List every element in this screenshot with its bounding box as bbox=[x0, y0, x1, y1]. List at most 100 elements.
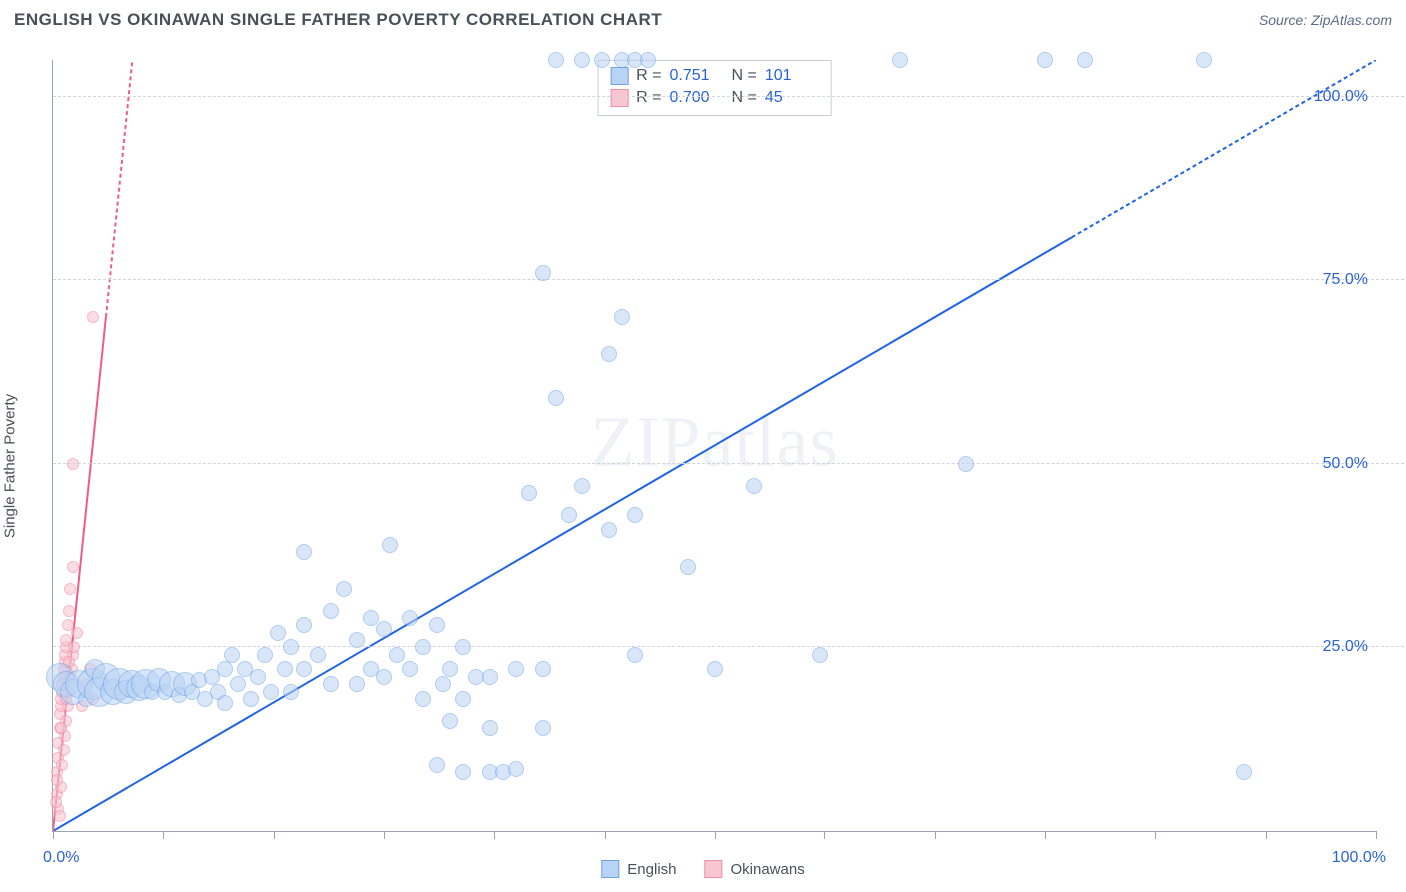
data-point bbox=[54, 810, 66, 822]
stats-row: R = 0.751 N = 101 bbox=[610, 65, 819, 87]
data-point bbox=[296, 544, 312, 560]
ytick-label: 50.0% bbox=[1323, 455, 1368, 473]
data-point bbox=[1196, 52, 1212, 68]
data-point bbox=[263, 684, 279, 700]
data-point bbox=[64, 583, 76, 595]
x-lo-label: 0.0% bbox=[43, 849, 79, 867]
data-point bbox=[270, 625, 286, 641]
gridline-h bbox=[53, 279, 1404, 280]
data-point bbox=[296, 661, 312, 677]
data-point bbox=[574, 52, 590, 68]
data-point bbox=[574, 478, 590, 494]
data-point bbox=[429, 757, 445, 773]
data-point bbox=[230, 676, 246, 692]
data-point bbox=[50, 796, 62, 808]
data-point bbox=[455, 764, 471, 780]
data-point bbox=[601, 522, 617, 538]
data-point bbox=[336, 581, 352, 597]
data-point bbox=[58, 744, 70, 756]
legend-item: Okinawans bbox=[705, 860, 805, 878]
data-point bbox=[521, 485, 537, 501]
data-point bbox=[349, 632, 365, 648]
correlation-stats-box: R = 0.751 N = 101R = 0.700 N = 45 bbox=[597, 60, 832, 116]
data-point bbox=[323, 676, 339, 692]
data-point bbox=[56, 759, 68, 771]
data-point bbox=[627, 647, 643, 663]
data-point bbox=[402, 610, 418, 626]
data-point bbox=[68, 641, 80, 653]
data-point bbox=[627, 507, 643, 523]
xtick bbox=[384, 831, 385, 839]
data-point bbox=[277, 661, 293, 677]
watermark: ZIPatlas bbox=[591, 400, 839, 483]
data-point bbox=[1037, 52, 1053, 68]
data-point bbox=[812, 647, 828, 663]
data-point bbox=[323, 603, 339, 619]
data-point bbox=[958, 456, 974, 472]
data-point bbox=[376, 621, 392, 637]
data-point bbox=[51, 774, 63, 786]
data-point bbox=[508, 761, 524, 777]
xtick bbox=[494, 831, 495, 839]
data-point bbox=[640, 52, 656, 68]
x-hi-label: 100.0% bbox=[1332, 849, 1386, 867]
xtick bbox=[824, 831, 825, 839]
data-point bbox=[1236, 764, 1252, 780]
data-point bbox=[243, 691, 259, 707]
data-point bbox=[535, 720, 551, 736]
data-point bbox=[87, 311, 99, 323]
data-point bbox=[389, 647, 405, 663]
ytick-label: 75.0% bbox=[1323, 271, 1368, 289]
stats-n-value: 101 bbox=[765, 67, 819, 85]
legend-label: Okinawans bbox=[731, 861, 805, 878]
xtick bbox=[1155, 831, 1156, 839]
plot-area: ZIPatlas R = 0.751 N = 101R = 0.700 N = … bbox=[52, 60, 1376, 832]
trend-lines bbox=[53, 60, 1376, 831]
stats-r-label: R = bbox=[636, 67, 661, 85]
data-point bbox=[442, 713, 458, 729]
stats-n-value: 45 bbox=[765, 89, 819, 107]
gridline-h bbox=[53, 96, 1404, 97]
data-point bbox=[548, 390, 564, 406]
legend-swatch bbox=[601, 860, 619, 878]
data-point bbox=[296, 617, 312, 633]
series-swatch bbox=[610, 67, 628, 85]
data-point bbox=[310, 647, 326, 663]
data-point bbox=[71, 627, 83, 639]
ytick-label: 100.0% bbox=[1314, 88, 1368, 106]
data-point bbox=[482, 669, 498, 685]
data-point bbox=[435, 676, 451, 692]
data-point bbox=[455, 691, 471, 707]
series-swatch bbox=[610, 89, 628, 107]
stats-row: R = 0.700 N = 45 bbox=[610, 87, 819, 109]
gridline-h bbox=[53, 463, 1404, 464]
data-point bbox=[561, 507, 577, 523]
data-point bbox=[482, 720, 498, 736]
xtick bbox=[715, 831, 716, 839]
data-point bbox=[601, 346, 617, 362]
data-point bbox=[283, 639, 299, 655]
data-point bbox=[55, 722, 67, 734]
data-point bbox=[67, 458, 79, 470]
data-point bbox=[217, 695, 233, 711]
data-point bbox=[508, 661, 524, 677]
stats-r-label: R = bbox=[636, 89, 661, 107]
data-point bbox=[63, 605, 75, 617]
data-point bbox=[535, 661, 551, 677]
xtick bbox=[1045, 831, 1046, 839]
data-point bbox=[1077, 52, 1093, 68]
legend-item: English bbox=[601, 860, 676, 878]
legend: English Okinawans bbox=[601, 860, 804, 878]
stats-n-label: N = bbox=[732, 89, 757, 107]
chart-container: Single Father Poverty ZIPatlas R = 0.751… bbox=[0, 40, 1406, 892]
data-point bbox=[257, 647, 273, 663]
stats-n-label: N = bbox=[732, 67, 757, 85]
data-point bbox=[442, 661, 458, 677]
gridline-h bbox=[53, 646, 1404, 647]
ytick-label: 25.0% bbox=[1323, 638, 1368, 656]
data-point bbox=[224, 647, 240, 663]
data-point bbox=[217, 661, 233, 677]
data-point bbox=[283, 684, 299, 700]
xtick bbox=[1266, 831, 1267, 839]
xtick bbox=[163, 831, 164, 839]
